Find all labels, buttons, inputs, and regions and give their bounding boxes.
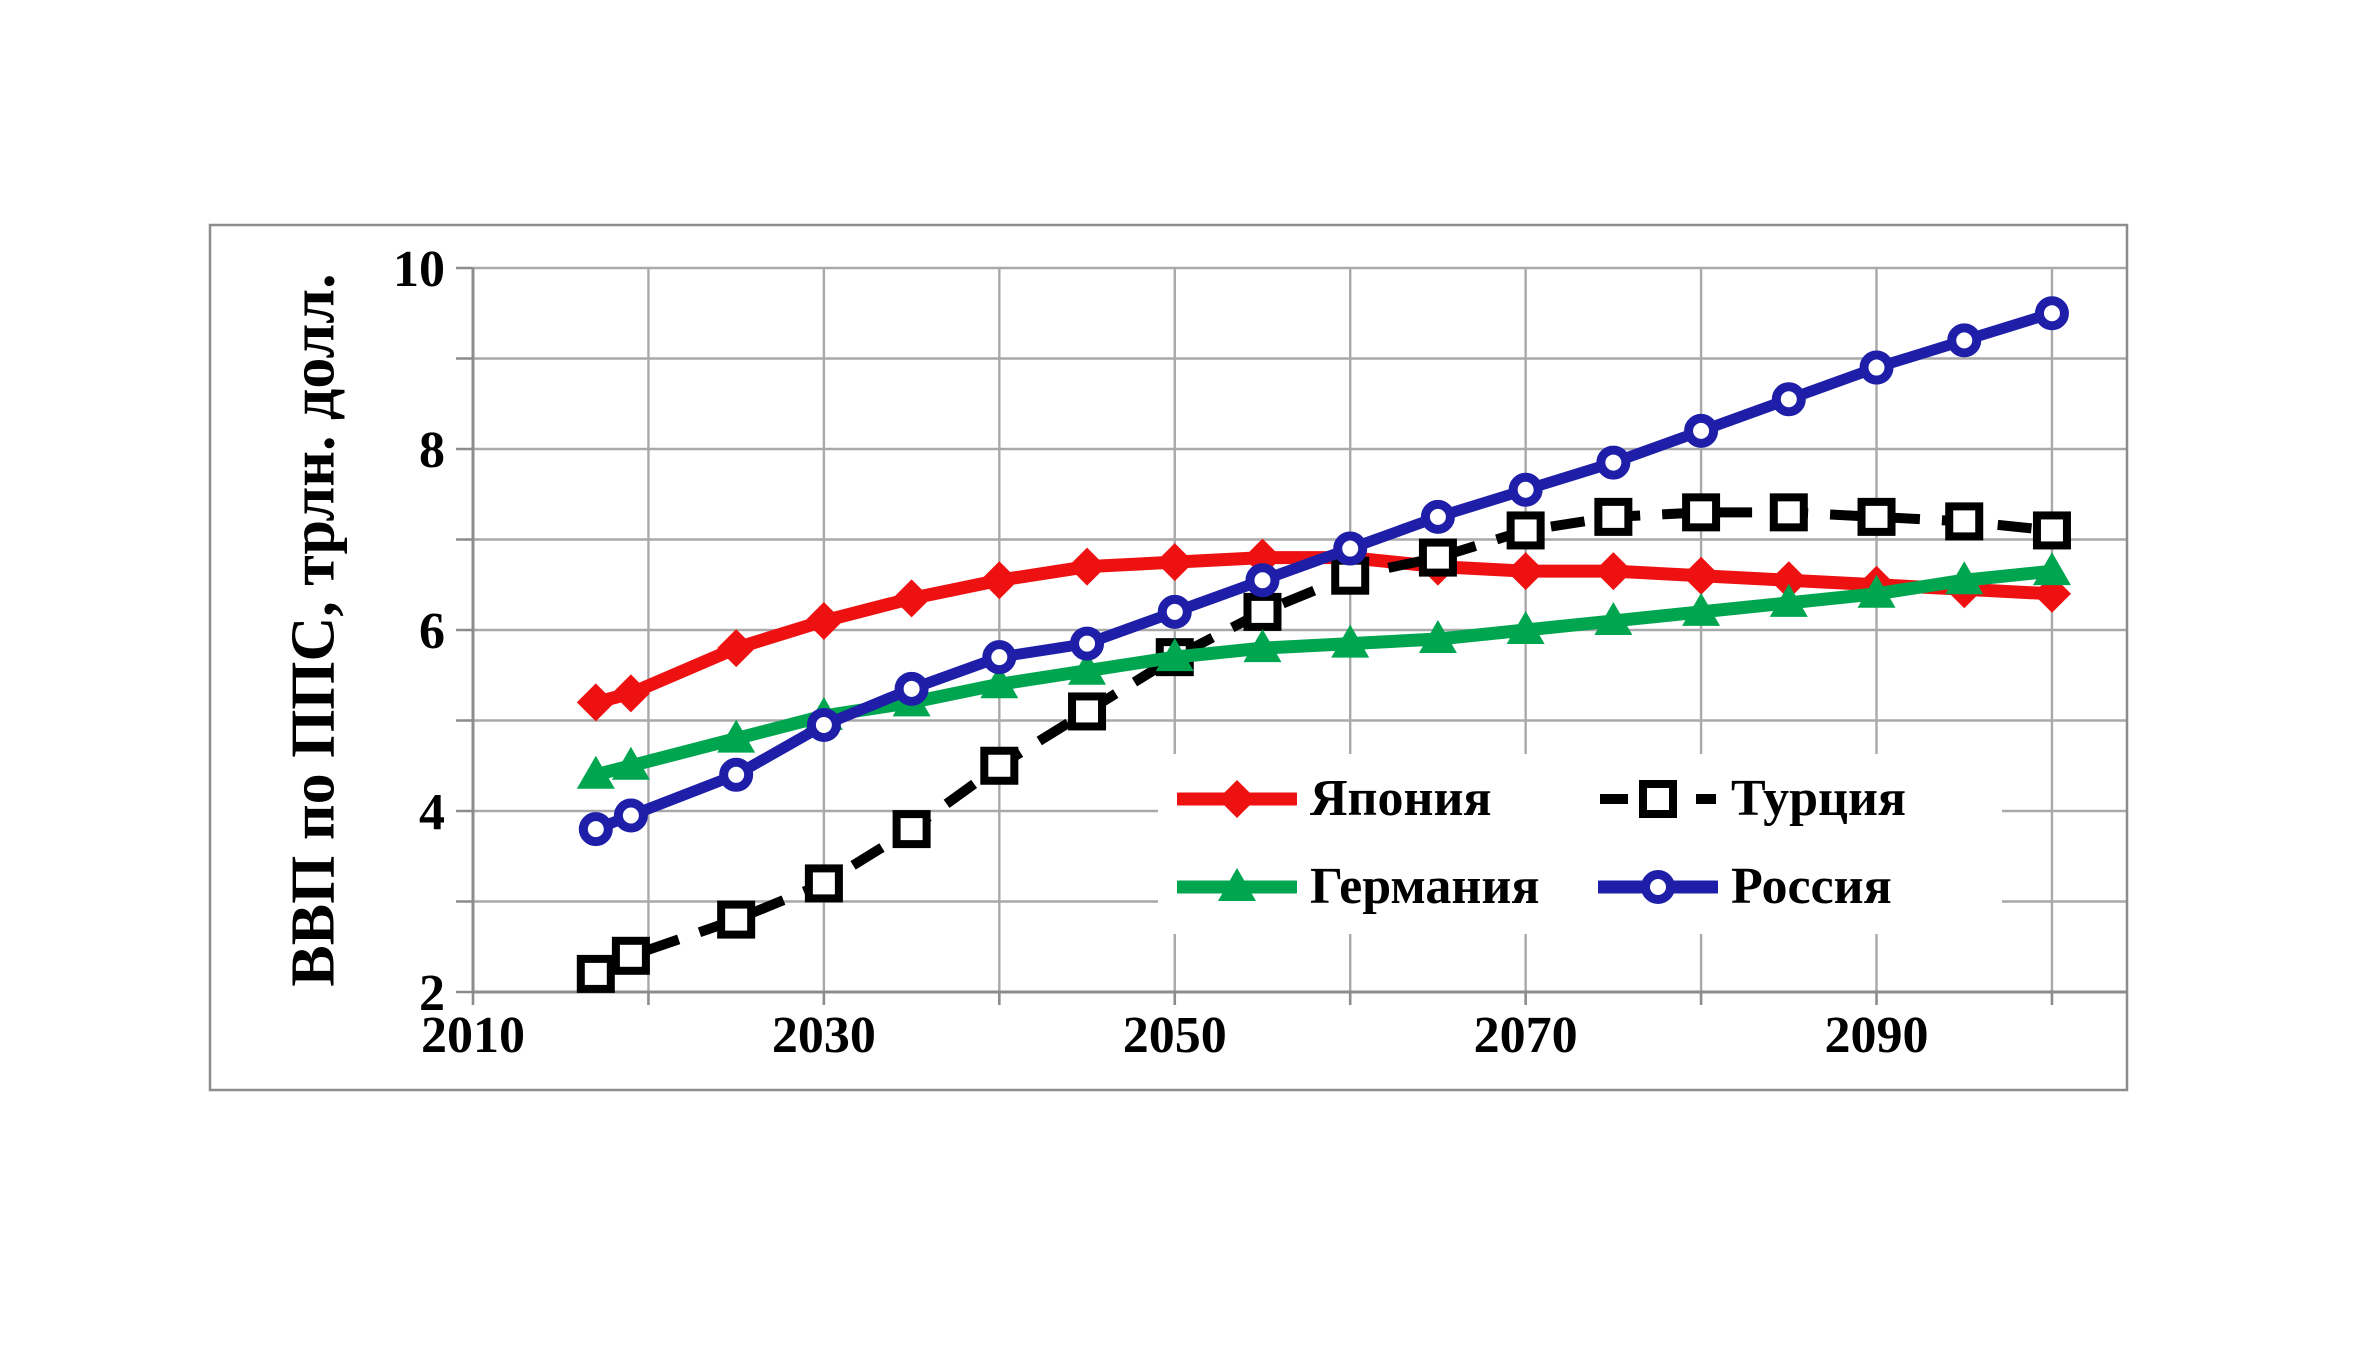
series-marker-russia [1157, 594, 1192, 629]
series-marker-russia [578, 812, 613, 847]
series-marker-russia [982, 640, 1017, 675]
series-marker-russia [1245, 563, 1280, 598]
series-marker-turkey [1506, 511, 1545, 550]
series-marker-russia [1333, 531, 1368, 566]
series-marker-turkey [1682, 493, 1721, 532]
x-tick-label: 2050 [1123, 1007, 1227, 1064]
series-marker-japan [611, 674, 650, 713]
x-tick-label: 2070 [1474, 1007, 1578, 1064]
series-marker-japan [1769, 561, 1808, 600]
series-marker-germany [1682, 592, 1721, 626]
series-marker-japan [980, 561, 1019, 600]
legend-entry-russia: Россия [1598, 858, 1892, 915]
x-tick-label: 2090 [1825, 1007, 1929, 1064]
series-marker-turkey [1243, 592, 1282, 631]
legend: Япония Турция Германия Россия [1158, 754, 2002, 934]
series-marker-turkey [1418, 538, 1457, 577]
series-marker-japan [717, 629, 756, 668]
series-marker-turkey [980, 746, 1019, 785]
series-marker-germany [980, 665, 1019, 699]
series-marker-russia [1070, 626, 1105, 661]
series-marker-turkey [611, 936, 650, 975]
series-marker-germany [1155, 638, 1194, 672]
legend-swatch-turkey [1639, 780, 1677, 818]
series-line-russia [593, 307, 2054, 835]
y-tick-label: 4 [419, 784, 445, 841]
y-tick-label: 2 [419, 965, 445, 1022]
series-marker-turkey [717, 900, 756, 939]
japan-line-diamond-icon [1177, 780, 1297, 818]
y-tick-label: 8 [419, 422, 445, 479]
series-marker-japan [1506, 552, 1545, 591]
series-marker-japan [1594, 552, 1633, 591]
series-marker-turkey [1068, 692, 1107, 731]
legend-entry-turkey: Турция [1598, 770, 1907, 827]
legend-swatch-germany [1218, 868, 1256, 901]
x-tick-label: 2030 [772, 1007, 876, 1064]
series-marker-russia [1420, 499, 1455, 534]
series-marker-germany [576, 755, 615, 789]
legend-swatch-japan [1218, 780, 1256, 818]
y-tick-label: 6 [419, 603, 445, 660]
series-line-germany [594, 564, 2053, 782]
series-marker-japan [1682, 556, 1721, 595]
series-marker-turkey [1769, 493, 1808, 532]
series-marker-turkey [1594, 497, 1633, 536]
series-marker-germany [717, 719, 756, 753]
series-marker-germany [1506, 611, 1545, 644]
series-marker-turkey [2032, 511, 2071, 550]
series-marker-russia [719, 757, 754, 792]
legend-entry-germany: Германия [1177, 858, 1540, 915]
chart-frame [208, 223, 2129, 1092]
series-marker-japan [804, 601, 843, 640]
series-marker-germany [1857, 574, 1896, 608]
series-marker-russia [2034, 296, 2069, 331]
series-marker-japan [1068, 547, 1107, 586]
legend-entry-japan: Япония [1177, 770, 1492, 827]
series-marker-germany [611, 746, 650, 780]
series-marker-japan [892, 579, 931, 618]
series-marker-turkey [1857, 497, 1896, 536]
germany-line-triangle-icon [1177, 868, 1297, 901]
series-marker-russia [806, 708, 841, 743]
series-marker-germany [1945, 561, 1984, 595]
series-marker-germany [1769, 583, 1808, 617]
legend-swatch-russia [1641, 870, 1675, 904]
series-marker-turkey [1945, 502, 1984, 541]
series-marker-russia [1771, 382, 1806, 417]
series-marker-russia [1947, 323, 1982, 358]
turkey-dashed-square-icon [1600, 780, 1716, 818]
series-marker-japan [1155, 543, 1194, 582]
series-marker-russia [613, 798, 648, 833]
series-marker-turkey [892, 810, 931, 849]
legend-label-germany: Германия [1310, 858, 1540, 915]
series-marker-germany [1331, 624, 1370, 658]
series-marker-turkey [804, 864, 843, 903]
x-tick-label: 2010 [421, 1007, 525, 1064]
series-marker-japan [576, 683, 615, 722]
legend-label-russia: Россия [1731, 858, 1892, 915]
y-tick-label: 10 [393, 241, 445, 298]
legend-label-japan: Япония [1310, 770, 1492, 827]
series-marker-germany [1418, 620, 1457, 654]
series-marker-russia [1596, 445, 1631, 480]
series-marker-germany [1594, 601, 1633, 635]
series-marker-germany [2032, 552, 2071, 586]
series-marker-germany [1243, 629, 1282, 663]
legend-label-turkey: Турция [1731, 770, 1907, 827]
russia-line-circle-icon [1598, 870, 1718, 904]
series-marker-russia [1684, 413, 1719, 448]
y-axis-title: ВВП по ППС, трлн. долл. [279, 273, 348, 987]
series-marker-turkey [576, 954, 615, 993]
series-marker-russia [894, 671, 929, 706]
series-marker-germany [1068, 651, 1107, 685]
series-marker-russia [1508, 472, 1543, 507]
series-marker-russia [1859, 350, 1894, 385]
